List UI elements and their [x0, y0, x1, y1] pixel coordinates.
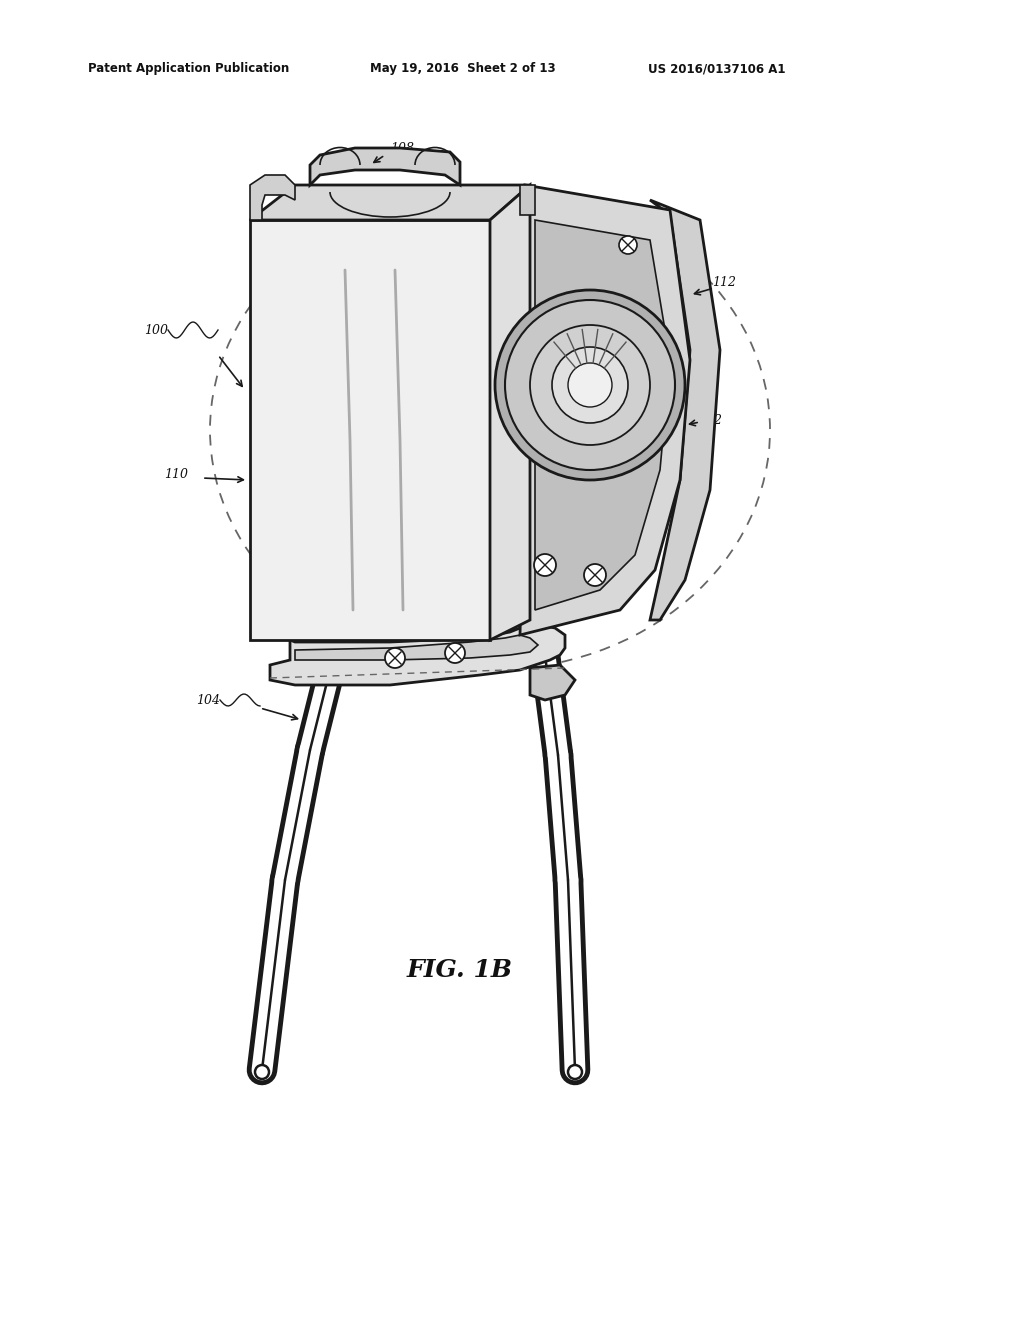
Circle shape	[495, 290, 685, 480]
Polygon shape	[530, 665, 575, 700]
Polygon shape	[520, 185, 535, 215]
Circle shape	[552, 347, 628, 422]
Circle shape	[505, 300, 675, 470]
Circle shape	[445, 643, 465, 663]
Text: 108: 108	[390, 141, 414, 154]
Circle shape	[385, 648, 406, 668]
Text: Patent Application Publication: Patent Application Publication	[88, 62, 289, 75]
Circle shape	[255, 1065, 269, 1078]
Polygon shape	[650, 201, 720, 620]
Circle shape	[618, 236, 637, 253]
Circle shape	[530, 325, 650, 445]
Polygon shape	[250, 185, 530, 220]
Circle shape	[584, 564, 606, 586]
Text: May 19, 2016  Sheet 2 of 13: May 19, 2016 Sheet 2 of 13	[370, 62, 556, 75]
Polygon shape	[310, 148, 460, 185]
Polygon shape	[535, 220, 670, 610]
Text: 112: 112	[712, 276, 736, 289]
Text: 110: 110	[164, 469, 188, 482]
Text: 100: 100	[144, 323, 168, 337]
Polygon shape	[250, 220, 490, 640]
Text: US 2016/0137106 A1: US 2016/0137106 A1	[648, 62, 785, 75]
Text: FIG. 1B: FIG. 1B	[407, 958, 513, 982]
Circle shape	[568, 363, 612, 407]
Polygon shape	[250, 176, 295, 220]
Polygon shape	[270, 624, 565, 685]
Polygon shape	[295, 635, 538, 660]
Text: 104: 104	[196, 693, 220, 706]
Text: 102: 102	[698, 413, 722, 426]
Polygon shape	[520, 185, 690, 635]
Circle shape	[534, 554, 556, 576]
Circle shape	[568, 1065, 582, 1078]
Polygon shape	[490, 185, 530, 640]
